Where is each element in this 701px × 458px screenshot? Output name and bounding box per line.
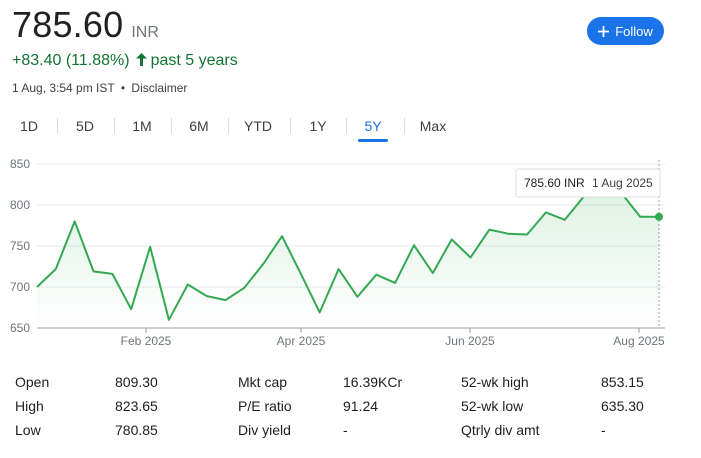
stat-value-high: 823.65: [115, 398, 158, 414]
chart-tooltip: 785.60 INR 1 Aug 2025: [515, 168, 661, 198]
tab-divider: [228, 118, 229, 134]
tab-divider: [290, 118, 291, 134]
stat-value-low: 780.85: [115, 422, 158, 438]
stat-value-pe-ratio: 91.24: [343, 398, 379, 414]
stat-label-qtrly-div: Qtrly div amt: [461, 422, 540, 438]
stat-value-52wk-high: 853.15: [601, 374, 644, 390]
follow-label: Follow: [615, 23, 653, 39]
follow-button[interactable]: Follow: [587, 17, 664, 45]
x-tick-label: Apr 2025: [277, 334, 326, 348]
tab-divider: [114, 118, 115, 134]
plus-icon: [598, 22, 610, 40]
price-header: 785.60 INR: [12, 4, 159, 46]
tab-ytd[interactable]: YTD: [244, 118, 272, 134]
range-tabs: 1D 5D 1M 6M YTD 1Y 5Y Max: [0, 112, 470, 142]
tab-5y[interactable]: 5Y: [358, 112, 388, 142]
tab-1d[interactable]: 1D: [20, 118, 38, 134]
arrow-up-icon: [135, 52, 147, 70]
y-tick-label: 750: [10, 239, 30, 253]
tab-max[interactable]: Max: [419, 118, 447, 134]
tab-6m[interactable]: 6M: [189, 118, 209, 134]
stat-value-qtrly-div: -: [601, 422, 606, 438]
stat-value-div-yield: -: [343, 422, 348, 438]
price-line: [36, 189, 659, 321]
y-tick-label: 650: [10, 321, 30, 335]
price-change: +83.40 (11.88%) past 5 years: [12, 52, 238, 70]
last-price-dot: [655, 212, 663, 221]
y-axis: 850 800 750 700 650: [10, 157, 30, 335]
quote-meta: 1 Aug, 3:54 pm IST • Disclaimer: [12, 81, 187, 95]
stat-label-div-yield: Div yield: [238, 422, 291, 438]
change-amount: +83.40 (11.88%): [12, 52, 130, 69]
stat-label-mkt-cap: Mkt cap: [238, 374, 288, 390]
stat-value-52wk-low: 635.30: [601, 398, 644, 414]
current-price: 785.60: [12, 4, 124, 45]
price-chart[interactable]: 850 800 750 700 650 Feb 2025 Apr 2025 Jun 2025…: [0, 150, 701, 360]
stat-label-open: Open: [15, 374, 50, 390]
price-area: [37, 190, 659, 328]
tab-divider: [404, 118, 405, 134]
stat-label-52wk-low: 52-wk low: [461, 398, 524, 414]
tab-divider: [57, 118, 58, 134]
meta-separator: •: [120, 81, 126, 95]
x-tick-label: Feb 2025: [121, 334, 172, 348]
y-tick-label: 850: [10, 157, 30, 171]
x-tick-label: Aug 2025: [613, 334, 665, 348]
tab-5d[interactable]: 5D: [76, 118, 94, 134]
tab-1m[interactable]: 1M: [132, 118, 152, 134]
disclaimer-link[interactable]: Disclaimer: [131, 81, 188, 95]
tooltip-value: 785.60 INR: [524, 176, 585, 190]
stat-value-open: 809.30: [115, 374, 158, 390]
tab-divider: [346, 118, 347, 134]
x-axis: Feb 2025 Apr 2025 Jun 2025 Aug 2025: [121, 328, 665, 348]
tab-1y[interactable]: 1Y: [309, 118, 327, 134]
stat-label-pe-ratio: P/E ratio: [238, 398, 292, 414]
stat-value-mkt-cap: 16.39KCr: [343, 374, 403, 390]
y-tick-label: 700: [10, 280, 30, 294]
x-tick-label: Jun 2025: [445, 334, 495, 348]
quote-timestamp: 1 Aug, 3:54 pm IST: [12, 81, 115, 95]
stat-label-low: Low: [15, 422, 41, 438]
tab-divider: [171, 118, 172, 134]
tooltip-date: 1 Aug 2025: [592, 176, 653, 190]
currency-label: INR: [131, 24, 159, 41]
stat-label-52wk-high: 52-wk high: [461, 374, 529, 390]
stat-label-high: High: [15, 398, 44, 414]
y-tick-label: 800: [10, 198, 30, 212]
change-period: past 5 years: [150, 52, 238, 69]
